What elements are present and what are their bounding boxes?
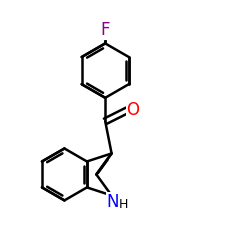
Text: O: O xyxy=(126,101,140,119)
Text: F: F xyxy=(100,21,110,39)
Text: H: H xyxy=(118,198,128,211)
Text: N: N xyxy=(106,193,119,211)
